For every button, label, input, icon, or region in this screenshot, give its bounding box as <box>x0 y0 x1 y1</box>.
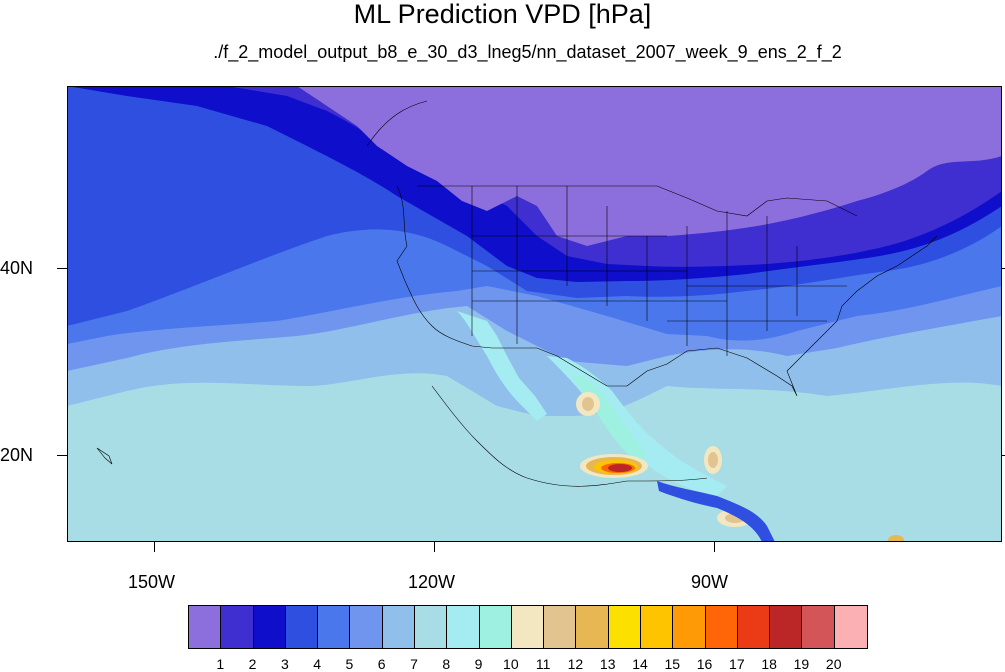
colorbar-swatch <box>608 606 641 648</box>
colorbar-label: 20 <box>825 656 842 672</box>
colorbar-swatch <box>479 606 512 648</box>
colorbar-label: 16 <box>696 656 713 672</box>
colorbar-label: 4 <box>313 656 322 672</box>
colorbar-swatch <box>544 606 577 648</box>
colorbar-swatch <box>253 606 286 648</box>
colorbar-swatch <box>221 606 254 648</box>
contour-level-8-baja <box>457 311 547 421</box>
lat-tick-40n-right <box>1002 268 1005 269</box>
contour-level-3-coast <box>657 481 775 542</box>
colorbar-swatch <box>318 606 351 648</box>
colorbar-swatch <box>770 606 803 648</box>
colorbar-swatch <box>511 606 545 648</box>
contour-level-18-core <box>608 464 632 472</box>
lon-label-120w: 120W <box>408 572 456 592</box>
colorbar-label: 5 <box>345 656 354 672</box>
contour-level-11-west <box>582 397 594 411</box>
colorbar-label: 1 <box>216 656 225 672</box>
colorbar-label: 6 <box>377 656 386 672</box>
colorbar-swatch <box>285 606 319 648</box>
colorbar-label: 9 <box>474 656 483 672</box>
political-boundaries <box>96 100 938 487</box>
colorbar-swatch <box>447 606 480 648</box>
lat-tick-40n-left <box>57 268 67 269</box>
colorbar-swatch <box>802 606 835 648</box>
lon-tick-120w <box>434 542 435 552</box>
vpd-map <box>67 86 1002 542</box>
lon-label-150w: 150W <box>128 572 176 592</box>
lat-label-20n: 20N <box>0 445 34 465</box>
colorbar-swatch <box>576 606 609 648</box>
colorbar-label: 7 <box>410 656 418 672</box>
colorbar-label: 11 <box>535 656 551 672</box>
colorbar-swatch <box>414 606 448 648</box>
colorbar-label: 14 <box>632 656 648 672</box>
colorbar-swatch <box>350 606 383 648</box>
lat-tick-20n-right <box>1002 455 1005 456</box>
colorbar-label: 15 <box>664 656 681 672</box>
colorbar-label: 17 <box>729 656 745 672</box>
map-title: ML Prediction VPD [hPa] <box>353 0 652 29</box>
colorbar-swatch <box>189 606 222 648</box>
colorbar-label: 8 <box>442 656 451 672</box>
colorbar-swatch <box>834 606 867 648</box>
colorbar <box>188 605 868 649</box>
colorbar-label: 19 <box>793 656 810 672</box>
colorbar-label: 2 <box>248 656 257 672</box>
lat-tick-20n-left <box>57 455 67 456</box>
lat-label-40n: 40N <box>0 258 34 278</box>
colorbar-swatch <box>640 606 674 648</box>
lon-tick-90w <box>714 542 715 552</box>
map-subtitle: ./f_2_model_output_b8_e_30_d3_lneg5/nn_d… <box>213 42 842 62</box>
colorbar-swatch <box>737 606 771 648</box>
contour-level-10-east <box>888 535 904 542</box>
colorbar-label: 12 <box>567 656 584 672</box>
colorbar-swatch <box>382 606 415 648</box>
colorbar-label: 10 <box>503 656 519 672</box>
contour-level-11-yucatan <box>708 452 718 468</box>
colorbar-label: 13 <box>599 656 616 672</box>
colorbar-swatch <box>673 606 706 648</box>
lon-tick-150w <box>154 542 155 552</box>
lon-label-90w: 90W <box>691 572 729 592</box>
colorbar-swatch <box>705 606 738 648</box>
colorbar-label: 18 <box>761 656 777 672</box>
contour-level-0 <box>297 86 1002 246</box>
colorbar-label: 3 <box>280 656 289 672</box>
vpd-contour-fill <box>67 86 1002 542</box>
